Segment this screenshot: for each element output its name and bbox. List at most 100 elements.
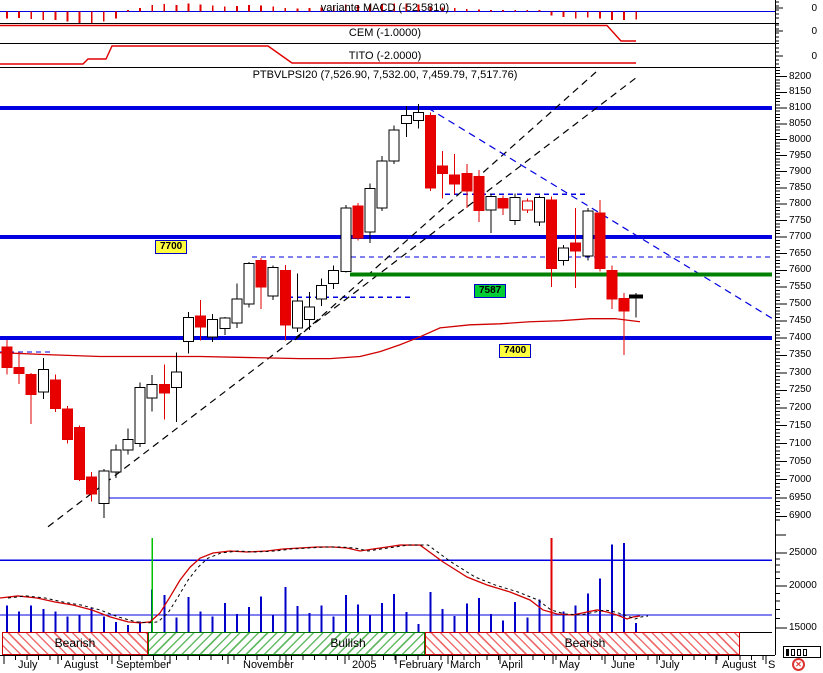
macd-bar (151, 5, 154, 12)
macd-bar (562, 11, 565, 18)
candle-18 (219, 317, 231, 330)
macd-bar (429, 6, 432, 12)
macd-bar (284, 7, 287, 12)
macd-bar (115, 11, 117, 19)
macd-bar (308, 7, 311, 12)
candle-22 (267, 266, 279, 297)
macd-pane (0, 3, 775, 24)
price-tick-label: 7300 (789, 366, 812, 378)
price-tick-label: 6900 (789, 510, 812, 522)
month-label: February (399, 659, 444, 671)
macd-bar (236, 5, 238, 12)
candle-19 (231, 298, 243, 324)
macd-bar (381, 4, 383, 12)
price-tick-label: 7250 (789, 384, 812, 396)
candle-29 (352, 205, 364, 239)
candle-30 (364, 187, 376, 233)
macd-bar (320, 7, 323, 12)
price-tick-label: 7850 (789, 181, 812, 193)
candle-44 (533, 197, 545, 223)
price-pane-title: PTBVLPSI20 (7,526.90, 7,532.00, 7,459.79… (252, 69, 518, 81)
macd-bar (611, 11, 613, 20)
price-tick-label: 7550 (789, 281, 812, 293)
macd-bar (102, 11, 105, 22)
macd-bar (465, 8, 468, 12)
month-label: S (768, 659, 776, 671)
price-tick-label: 8100 (789, 102, 812, 113)
candle-37 (449, 174, 461, 185)
macd-bar (30, 11, 33, 19)
level-label-7587[interactable]: 7587 (474, 284, 507, 298)
macd-bar (441, 7, 444, 12)
price-tick-label: 7400 (789, 332, 812, 344)
level-label-7700[interactable]: 7700 (155, 240, 188, 254)
price-pane (0, 69, 773, 528)
level-label-7400[interactable]: 7400 (499, 344, 532, 358)
candle-40 (485, 195, 497, 211)
tito-pane-title: TITO (-2.0000) (348, 50, 422, 62)
candle-35 (425, 115, 436, 189)
candle-31 (376, 160, 388, 209)
sentiment-band-bullish (148, 632, 425, 655)
candle-27 (328, 269, 340, 285)
mini-histogram-widget[interactable] (783, 646, 821, 658)
candle-41 (497, 197, 509, 209)
price-tick-label: 7200 (789, 401, 812, 413)
candle-46 (558, 247, 570, 261)
price-tick-label: 8150 (789, 86, 812, 98)
macd-bar (139, 7, 141, 12)
candle-45 (546, 199, 557, 269)
macd-bar (187, 3, 190, 12)
candle-4 (49, 379, 61, 410)
mini-bar-1 (791, 648, 795, 656)
macd-bar (248, 4, 250, 12)
month-label: June (611, 659, 635, 671)
macd-bar (574, 11, 577, 19)
candles (1, 104, 644, 518)
month-label: July (660, 659, 680, 671)
candle-43 (521, 200, 533, 211)
candle-11 (134, 387, 146, 445)
macd-bar (18, 11, 20, 18)
macd-bar (538, 10, 541, 12)
candle-51 (618, 298, 630, 312)
candle-8 (98, 470, 110, 505)
macd-bar (54, 11, 57, 21)
candle-47 (570, 242, 582, 252)
price-tick-label: 8000 (789, 133, 812, 145)
macd-bar (550, 11, 553, 16)
candle-23 (279, 269, 291, 326)
candle-25 (304, 306, 315, 320)
macd-bar (296, 8, 299, 12)
macd-bar (478, 9, 480, 12)
tito-axis-zero: 0 (811, 51, 817, 62)
macd-bar (393, 3, 396, 12)
price-tick-label: 7050 (789, 455, 812, 467)
macd-bar (599, 11, 601, 19)
candle-0 (1, 346, 13, 369)
candle-28 (340, 207, 352, 272)
price-tick-label: 7800 (789, 198, 812, 210)
candle-42 (509, 197, 521, 222)
macd-bar (502, 10, 504, 12)
macd-bar (586, 11, 589, 18)
candle-15 (183, 316, 194, 343)
candle-49 (594, 212, 606, 269)
candle-38 (461, 173, 473, 192)
macd-bar (635, 11, 638, 20)
candle-39 (473, 176, 485, 212)
mini-bar-solid (786, 648, 789, 656)
candle-14 (170, 371, 182, 389)
price-tick-label: 7450 (789, 315, 812, 327)
macd-pane-title: variante MACD (-52.5810) (320, 2, 450, 14)
macd-bar (490, 10, 492, 12)
candle-52 (629, 294, 644, 299)
price-tick-label: 7150 (789, 419, 812, 431)
status-stop-icon[interactable]: ✕ (792, 658, 805, 671)
price-tick-label: 7500 (789, 298, 812, 310)
mini-bar-3 (803, 648, 807, 656)
macd-bar (272, 6, 275, 12)
macd-bar (357, 5, 359, 12)
price-tick-label: 6950 (789, 492, 812, 503)
